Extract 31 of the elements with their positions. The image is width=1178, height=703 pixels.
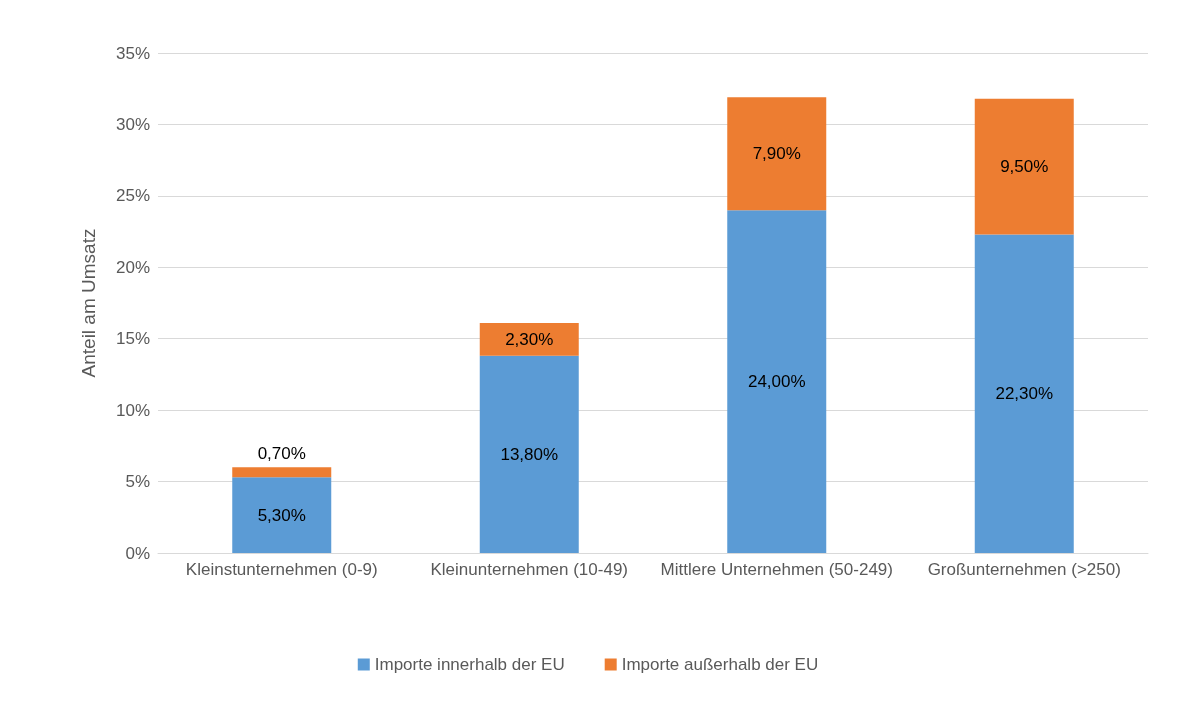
bar [479, 355, 579, 553]
data-label: 7,90% [752, 144, 801, 164]
y-tick-label: 35% [115, 43, 150, 63]
data-label: 22,30% [995, 384, 1054, 404]
y-axis-title: Anteil am Umsatz [78, 228, 99, 378]
bar [479, 323, 579, 356]
bar [232, 477, 332, 553]
bar [727, 210, 827, 553]
bar [232, 467, 332, 478]
data-label: 0,70% [257, 444, 306, 464]
y-tick-label: 30% [115, 114, 150, 134]
y-tick-label: 5% [125, 472, 150, 492]
bar [974, 234, 1074, 553]
legend-label: Importe außerhalb der EU [621, 655, 819, 674]
x-tick-label: Mittlere Unternehmen (50-249) [660, 560, 893, 579]
bar [974, 98, 1074, 235]
data-label: 13,80% [500, 444, 559, 464]
y-tick-label: 10% [115, 400, 150, 420]
legend-label: Importe innerhalb der EU [374, 655, 565, 674]
y-tick-label: 20% [115, 257, 150, 277]
bar [727, 97, 827, 211]
data-label: 5,30% [257, 505, 306, 525]
data-label: 9,50% [1000, 157, 1049, 177]
y-tick-label: 0% [125, 543, 150, 563]
x-tick-label: Kleinstunternehmen (0-9) [185, 560, 378, 579]
y-tick-label: 25% [115, 186, 150, 206]
x-tick-label: Kleinunternehmen (10-49) [430, 560, 629, 579]
x-tick-label: Großunternehmen (>250) [927, 560, 1121, 579]
y-tick-label: 15% [115, 329, 150, 349]
data-label: 24,00% [747, 372, 806, 392]
data-label: 2,30% [505, 329, 554, 349]
